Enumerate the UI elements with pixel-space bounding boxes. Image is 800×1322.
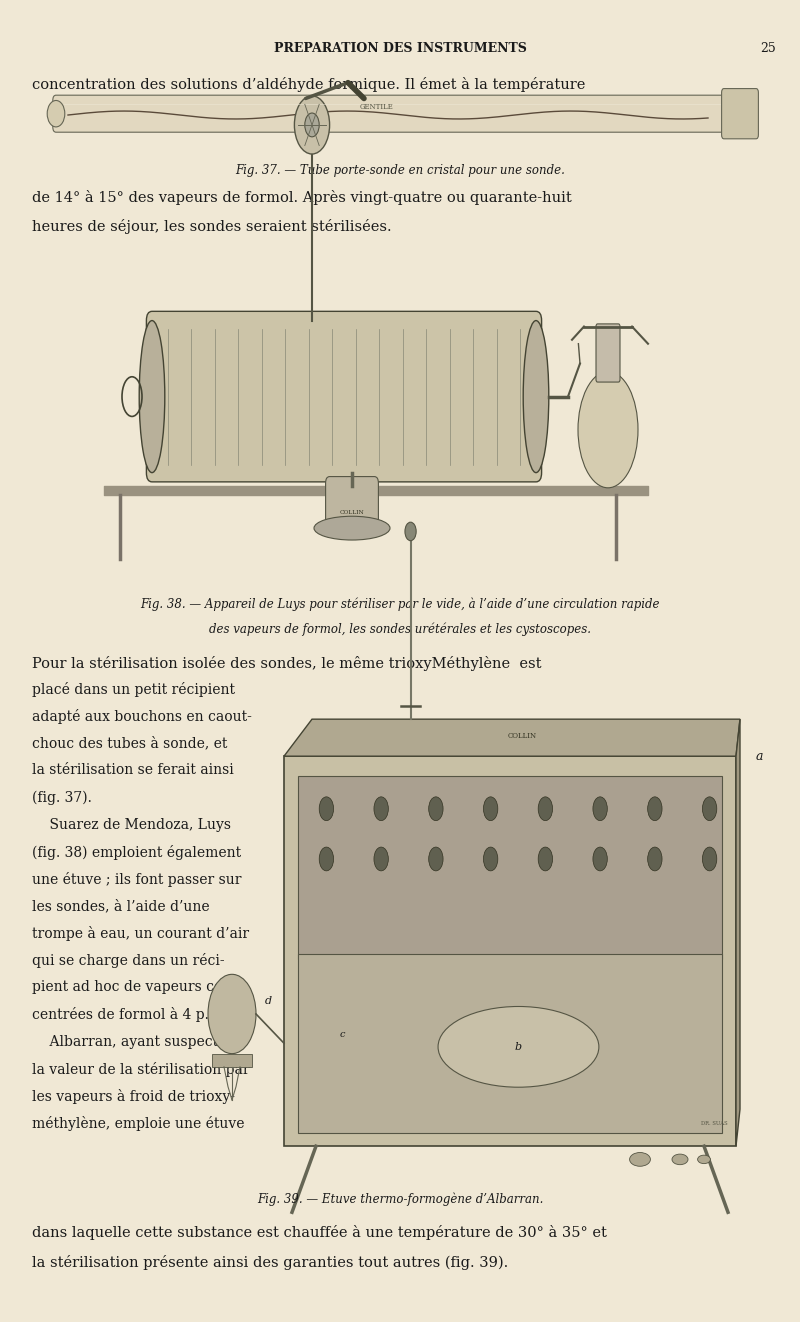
Circle shape	[648, 797, 662, 821]
Circle shape	[208, 974, 256, 1054]
Text: COLLIN: COLLIN	[507, 732, 537, 740]
Text: pient ad hoc de vapeurs con-: pient ad hoc de vapeurs con-	[32, 981, 236, 994]
Circle shape	[305, 114, 319, 136]
Text: d: d	[265, 995, 272, 1006]
Circle shape	[538, 847, 553, 871]
Circle shape	[319, 847, 334, 871]
Circle shape	[702, 797, 717, 821]
Circle shape	[483, 847, 498, 871]
Ellipse shape	[698, 1155, 710, 1163]
Circle shape	[483, 797, 498, 821]
Text: les vapeurs à froid de trioxy-: les vapeurs à froid de trioxy-	[32, 1089, 235, 1104]
Text: Albarran, ayant suspecté: Albarran, ayant suspecté	[32, 1034, 226, 1050]
Ellipse shape	[578, 371, 638, 488]
Text: adapté aux bouchons en caout-: adapté aux bouchons en caout-	[32, 709, 252, 724]
Text: trompe à eau, un courant d’air: trompe à eau, un courant d’air	[32, 925, 249, 941]
Text: chouc des tubes à sonde, et: chouc des tubes à sonde, et	[32, 736, 227, 751]
Circle shape	[294, 97, 330, 155]
Circle shape	[405, 522, 416, 541]
Circle shape	[319, 797, 334, 821]
Circle shape	[648, 847, 662, 871]
Text: qui se charge dans un réci-: qui se charge dans un réci-	[32, 953, 225, 968]
Ellipse shape	[630, 1153, 650, 1166]
Ellipse shape	[438, 1006, 599, 1087]
Ellipse shape	[139, 321, 165, 473]
Text: les sondes, à l’aide d’une: les sondes, à l’aide d’une	[32, 899, 210, 914]
Circle shape	[374, 797, 388, 821]
Text: Suarez de Mendoza, Luys: Suarez de Mendoza, Luys	[32, 817, 231, 832]
Ellipse shape	[523, 321, 549, 473]
Ellipse shape	[314, 517, 390, 541]
Bar	[298, 953, 722, 1133]
Text: (fig. 37).: (fig. 37).	[32, 791, 92, 805]
Circle shape	[538, 797, 553, 821]
Text: (fig. 38) emploient également: (fig. 38) emploient également	[32, 845, 241, 859]
Text: la stérilisation se ferait ainsi: la stérilisation se ferait ainsi	[32, 764, 234, 777]
Ellipse shape	[672, 1154, 688, 1165]
Text: une étuve ; ils font passer sur: une étuve ; ils font passer sur	[32, 873, 242, 887]
Text: DR. SUAS: DR. SUAS	[702, 1121, 728, 1126]
Text: de 14° à 15° des vapeurs de formol. Après vingt-quatre ou quarante-huit: de 14° à 15° des vapeurs de formol. Aprè…	[32, 190, 572, 205]
Text: dans laquelle cette substance est chauffée à une température de 30° à 35° et: dans laquelle cette substance est chauff…	[32, 1225, 607, 1240]
Text: Fig. 39. — Etuve thermo-formogène d’Albarran.: Fig. 39. — Etuve thermo-formogène d’Alba…	[257, 1192, 543, 1206]
FancyBboxPatch shape	[326, 477, 378, 535]
Text: des vapeurs de formol, les sondes urétérales et les cystoscopes.: des vapeurs de formol, les sondes urétér…	[209, 623, 591, 636]
Text: Fig. 37. — Tube porte-sonde en cristal pour une sonde.: Fig. 37. — Tube porte-sonde en cristal p…	[235, 164, 565, 177]
FancyBboxPatch shape	[596, 324, 620, 382]
Circle shape	[374, 847, 388, 871]
Circle shape	[429, 797, 443, 821]
Text: 25: 25	[760, 42, 776, 56]
Ellipse shape	[47, 100, 65, 127]
Bar	[298, 776, 722, 958]
Text: a: a	[756, 750, 763, 763]
Circle shape	[593, 847, 607, 871]
Polygon shape	[736, 719, 740, 1146]
Text: la stérilisation présente ainsi des garanties tout autres (fig. 39).: la stérilisation présente ainsi des gara…	[32, 1255, 508, 1269]
Text: PREPARATION DES INSTRUMENTS: PREPARATION DES INSTRUMENTS	[274, 42, 526, 56]
Text: c: c	[340, 1030, 345, 1039]
Text: méthylène, emploie une étuve: méthylène, emploie une étuve	[32, 1116, 245, 1130]
Text: b: b	[515, 1042, 522, 1052]
Text: heures de séjour, les sondes seraient stérilisées.: heures de séjour, les sondes seraient st…	[32, 219, 392, 234]
Bar	[212, 1054, 252, 1067]
Circle shape	[593, 797, 607, 821]
FancyBboxPatch shape	[722, 89, 758, 139]
Text: la valeur de la stérilisation par: la valeur de la stérilisation par	[32, 1062, 250, 1076]
Text: GENTILE: GENTILE	[359, 103, 393, 111]
Text: COLLIN: COLLIN	[340, 510, 364, 514]
Bar	[284, 756, 736, 1146]
Circle shape	[702, 847, 717, 871]
Text: Fig. 38. — Appareil de Luys pour stériliser par le vide, à l’aide d’une circulat: Fig. 38. — Appareil de Luys pour stérili…	[140, 598, 660, 611]
Circle shape	[429, 847, 443, 871]
FancyBboxPatch shape	[146, 312, 542, 483]
Text: placé dans un petit récipient: placé dans un petit récipient	[32, 682, 235, 697]
Text: centrées de formol à 4 p. 100.: centrées de formol à 4 p. 100.	[32, 1007, 244, 1022]
Polygon shape	[284, 719, 740, 756]
Text: Pour la stérilisation isolée des sondes, le même trioxyMéthylène  est: Pour la stérilisation isolée des sondes,…	[32, 656, 542, 670]
Text: concentration des solutions d’aldéhyde formique. Il émet à la température: concentration des solutions d’aldéhyde f…	[32, 77, 586, 91]
FancyBboxPatch shape	[53, 95, 731, 132]
